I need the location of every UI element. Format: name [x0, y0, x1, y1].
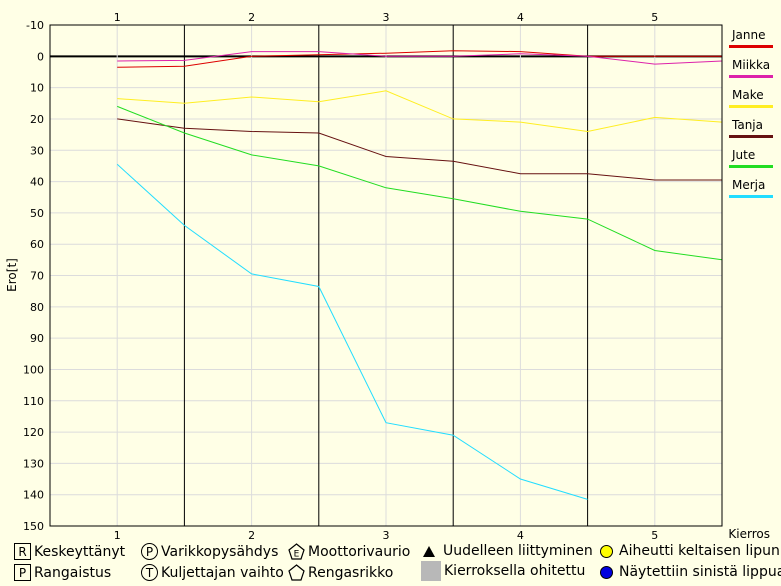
legend-retired-label: Keskeyttänyt — [34, 543, 126, 560]
plot-frame — [49, 24, 723, 527]
legend-tire-failure: Rengasrikko — [288, 564, 393, 581]
x-tick-label-bottom: 4 — [517, 529, 524, 542]
y-tick-label: 40 — [30, 176, 44, 189]
legend-label: Merja — [732, 178, 766, 192]
y-tick-label: 60 — [30, 238, 44, 251]
legend-swatch — [729, 75, 773, 78]
y-tick-label: 140 — [23, 489, 44, 502]
legend-lapped: Kierroksella ohitettu — [421, 561, 585, 581]
lap-dividers — [183, 25, 589, 526]
penalty-icon: P — [14, 564, 31, 581]
legend-entry-make: Make — [729, 88, 775, 108]
series-line-make — [117, 90, 723, 133]
legend-label: Tanja — [732, 118, 763, 132]
svg-text:E: E — [294, 550, 300, 560]
legend-swatch — [729, 135, 773, 138]
x-tick-label-bottom: 5 — [651, 529, 658, 542]
y-tick-labels: -10 0 10 20 30 40 50 60 70 80 90 100 110 120 130 140 150 — [23, 19, 44, 533]
x-axis-label: Kierros — [728, 527, 770, 541]
legend-entry-merja: Merja — [729, 178, 775, 198]
legend-pit-stop-label: Varikkopysähdys — [161, 543, 279, 560]
y-tick-label: 20 — [30, 113, 44, 126]
legend-swatch — [729, 105, 773, 108]
legend-label: Make — [732, 88, 764, 102]
x-tick-label-top: 2 — [248, 11, 255, 24]
legend-label: Jute — [732, 148, 756, 162]
tire-failure-icon — [288, 564, 305, 581]
legend-swatch — [729, 165, 773, 168]
retired-icon: R — [14, 543, 31, 560]
grid — [50, 25, 722, 526]
lapped-block-icon — [421, 561, 441, 581]
x-tick-label-top: 5 — [651, 11, 658, 24]
y-axis-label: Ero[t] — [5, 258, 19, 292]
y-tick-label: 90 — [30, 332, 44, 345]
legend-engine-failure-label: Moottorivaurio — [308, 543, 411, 560]
legend-retired: R Keskeyttänyt — [14, 543, 125, 560]
legend-entry-miikka: Miikka — [729, 58, 775, 78]
x-tick-label-top: 3 — [383, 11, 390, 24]
legend-yellow-flag-label: Aiheutti keltaisen lipun — [619, 543, 780, 559]
rejoin-triangle-icon — [423, 545, 435, 557]
legend-label: Miikka — [732, 58, 771, 72]
x-tick-labels: 1 1 2 2 3 3 4 4 5 5 — [114, 11, 659, 542]
legend-entry-tanja: Tanja — [729, 118, 775, 138]
legend-blue-flag-label: Näytettiin sinistä lippua — [619, 564, 781, 580]
y-tick-label: 50 — [30, 207, 44, 220]
y-tick-label: 120 — [23, 426, 44, 439]
series-line-janne — [117, 50, 722, 68]
x-tick-label-top: 1 — [114, 11, 121, 24]
y-tick-label: 30 — [30, 144, 44, 157]
legend-rejoin: Uudelleen liittyminen — [421, 543, 593, 559]
legend-swatch — [729, 195, 773, 198]
series-line-jute — [117, 105, 723, 261]
legend-yellow-flag: Aiheutti keltaisen lipun — [600, 543, 780, 559]
yellow-dot-icon — [600, 544, 613, 558]
legend-rejoin-label: Uudelleen liittyminen — [443, 543, 593, 559]
legend-tire-failure-label: Rengasrikko — [308, 564, 394, 581]
legend-lapped-label: Kierroksella ohitettu — [444, 563, 586, 579]
x-tick-label-bottom: 1 — [114, 529, 121, 542]
legend-swatch — [729, 45, 773, 48]
legend-entry-jute: Jute — [729, 148, 775, 168]
y-tick-label: 10 — [30, 82, 44, 95]
x-tick-label-top: 4 — [517, 11, 524, 24]
event-legend: R Keskeyttänyt P Rangaistus P Varikkopys… — [14, 540, 781, 583]
legend-blue-flag: Näytettiin sinistä lippua — [600, 564, 781, 580]
legend-label: Janne — [732, 28, 766, 42]
series-line-merja — [116, 163, 588, 500]
legend-penalty-label: Rangaistus — [34, 564, 112, 581]
y-tick-label: 150 — [23, 520, 44, 533]
y-tick-label: -10 — [26, 19, 44, 32]
y-tick-label: 0 — [37, 50, 44, 63]
y-tick-label: 100 — [23, 363, 44, 376]
legend-driver-change-label: Kuljettajan vaihto — [161, 564, 284, 581]
legend-engine-failure: E Moottorivaurio — [288, 543, 410, 560]
y-tick-label: 110 — [23, 395, 44, 408]
x-tick-label-bottom: 3 — [383, 529, 390, 542]
legend-entry-janne: Janne — [729, 28, 775, 48]
driver-change-icon: T — [141, 564, 158, 581]
blue-dot-icon — [600, 565, 613, 579]
series-line-miikka — [117, 51, 723, 65]
y-tick-label: 130 — [23, 457, 44, 470]
pit-stop-icon: P — [141, 543, 158, 560]
legend-pit-stop: P Varikkopysähdys — [141, 543, 278, 560]
engine-failure-icon: E — [288, 543, 305, 560]
series-layer — [116, 50, 723, 500]
series-line-tanja — [117, 118, 722, 181]
legend-driver-change: T Kuljettajan vaihto — [141, 564, 284, 581]
y-tick-label: 70 — [30, 270, 44, 283]
legend-penalty: P Rangaistus — [14, 564, 111, 581]
y-tick-label: 80 — [30, 301, 44, 314]
x-tick-label-bottom: 2 — [248, 529, 255, 542]
